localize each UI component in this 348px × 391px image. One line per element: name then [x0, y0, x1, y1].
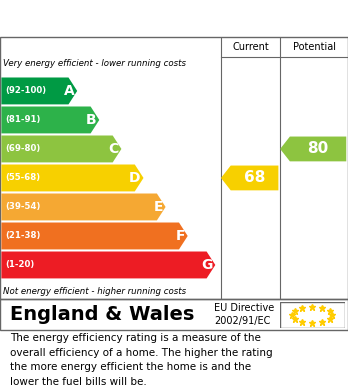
Polygon shape	[1, 222, 188, 249]
Text: Energy Efficiency Rating: Energy Efficiency Rating	[63, 11, 285, 26]
Polygon shape	[1, 165, 143, 192]
Polygon shape	[280, 136, 346, 161]
Text: Potential: Potential	[293, 42, 335, 52]
Text: (55-68): (55-68)	[6, 174, 41, 183]
Polygon shape	[1, 106, 99, 133]
Polygon shape	[1, 194, 166, 221]
Text: A: A	[64, 84, 74, 98]
Text: F: F	[175, 229, 185, 243]
Text: (1-20): (1-20)	[6, 260, 35, 269]
Text: Very energy efficient - lower running costs: Very energy efficient - lower running co…	[3, 59, 187, 68]
Text: EU Directive
2002/91/EC: EU Directive 2002/91/EC	[214, 303, 274, 326]
Polygon shape	[221, 165, 278, 190]
Text: (21-38): (21-38)	[6, 231, 41, 240]
Text: Current: Current	[232, 42, 269, 52]
Text: (39-54): (39-54)	[6, 203, 41, 212]
Text: (92-100): (92-100)	[6, 86, 47, 95]
Text: 68: 68	[244, 170, 265, 185]
Polygon shape	[1, 77, 77, 104]
Text: England & Wales: England & Wales	[10, 305, 195, 324]
Polygon shape	[1, 251, 215, 278]
Text: G: G	[201, 258, 213, 272]
Text: D: D	[129, 171, 141, 185]
Text: (69-80): (69-80)	[6, 144, 41, 153]
Polygon shape	[1, 136, 121, 162]
Text: The energy efficiency rating is a measure of the
overall efficiency of a home. T: The energy efficiency rating is a measur…	[10, 334, 273, 387]
Text: B: B	[86, 113, 96, 127]
Text: (81-91): (81-91)	[6, 115, 41, 124]
Text: 80: 80	[307, 142, 329, 156]
Text: Not energy efficient - higher running costs: Not energy efficient - higher running co…	[3, 287, 187, 296]
Text: E: E	[153, 200, 163, 214]
Text: C: C	[108, 142, 119, 156]
